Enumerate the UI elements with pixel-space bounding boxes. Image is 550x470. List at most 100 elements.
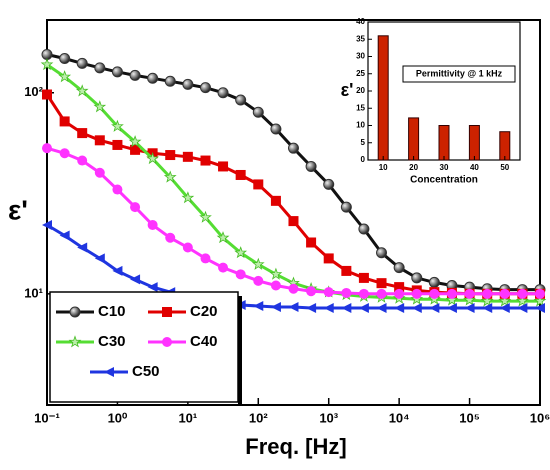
marker: [393, 262, 405, 274]
marker: [306, 303, 317, 314]
marker: [446, 303, 457, 314]
marker: [340, 201, 352, 213]
legend-box: [49, 291, 239, 403]
marker: [376, 288, 387, 299]
series-line: [46, 53, 540, 292]
marker: [323, 303, 334, 314]
marker: [59, 230, 70, 241]
bar: [438, 125, 450, 161]
marker: [499, 288, 510, 299]
marker: [59, 148, 70, 159]
marker: [535, 303, 545, 314]
marker: [111, 119, 124, 132]
marker: [288, 283, 299, 294]
legend-label: C10: [98, 303, 126, 320]
plot-frame: [46, 19, 541, 406]
x-tick-label: 10¹: [178, 410, 197, 425]
marker: [535, 288, 545, 299]
marker: [269, 267, 283, 280]
x-tick-label: 10²: [249, 410, 268, 425]
marker: [164, 75, 176, 87]
marker: [253, 179, 264, 190]
marker: [394, 288, 405, 299]
marker: [94, 167, 105, 178]
marker: [112, 184, 123, 195]
marker: [498, 294, 512, 307]
marker: [77, 128, 88, 139]
marker: [147, 282, 158, 293]
inset-y-tick-label: 15: [356, 103, 365, 112]
marker: [75, 84, 89, 97]
marker: [59, 53, 71, 65]
marker: [42, 89, 52, 100]
marker: [128, 135, 142, 148]
legend-label: C50: [132, 363, 160, 380]
marker: [287, 142, 299, 154]
bar: [468, 125, 480, 161]
marker: [428, 276, 440, 288]
marker: [93, 100, 107, 113]
inset-y-tick-label: 10: [356, 121, 365, 130]
marker: [235, 169, 246, 180]
marker: [517, 288, 528, 299]
bar: [377, 35, 389, 161]
inset-x-label: Concentration: [410, 175, 478, 186]
marker: [288, 216, 299, 227]
marker: [234, 246, 248, 259]
legend-marker: [162, 337, 172, 347]
marker: [182, 78, 194, 90]
marker: [163, 170, 177, 183]
inset-x-tick-label: 20: [409, 163, 418, 172]
marker: [288, 302, 299, 313]
marker: [58, 70, 72, 83]
marker: [59, 116, 70, 127]
marker: [358, 272, 369, 283]
marker: [130, 202, 141, 213]
marker: [40, 57, 54, 71]
marker: [323, 178, 335, 190]
marker: [94, 62, 106, 74]
marker: [480, 294, 494, 307]
marker: [323, 253, 334, 264]
marker: [305, 160, 317, 172]
marker: [533, 294, 547, 307]
bar: [408, 117, 420, 161]
marker: [42, 143, 52, 154]
marker: [464, 303, 475, 314]
marker: [77, 155, 88, 166]
marker: [253, 275, 264, 286]
marker: [306, 286, 317, 297]
marker: [517, 303, 528, 314]
marker: [358, 223, 370, 235]
legend-marker: [69, 306, 81, 318]
marker: [112, 265, 123, 276]
marker: [323, 287, 334, 298]
inset-y-tick-label: 0: [361, 155, 366, 164]
marker: [306, 237, 317, 248]
inset-x-tick-label: 50: [500, 163, 509, 172]
marker: [463, 293, 476, 306]
inset-title-box: [402, 65, 516, 83]
marker: [394, 282, 405, 293]
inset-x-tick-label: 10: [379, 163, 388, 172]
x-tick-label: 10⁰: [108, 410, 128, 425]
marker: [411, 303, 422, 314]
marker: [94, 253, 105, 264]
marker: [77, 242, 88, 253]
marker: [252, 106, 264, 118]
y-axis-label: ε': [8, 194, 28, 225]
marker: [218, 262, 229, 273]
x-tick-label: 10⁵: [459, 410, 480, 425]
marker: [429, 288, 440, 299]
marker: [358, 303, 369, 314]
legend-label: C40: [190, 333, 218, 350]
legend-shadow: [238, 296, 242, 406]
marker: [147, 219, 158, 230]
marker: [182, 151, 193, 162]
marker: [482, 288, 493, 299]
legend-marker: [104, 367, 114, 377]
inset-title: Permittivity @ 1 kHz: [416, 68, 503, 78]
x-tick-label: 10⁻¹: [34, 410, 60, 425]
x-tick-label: 10⁶: [530, 410, 550, 425]
